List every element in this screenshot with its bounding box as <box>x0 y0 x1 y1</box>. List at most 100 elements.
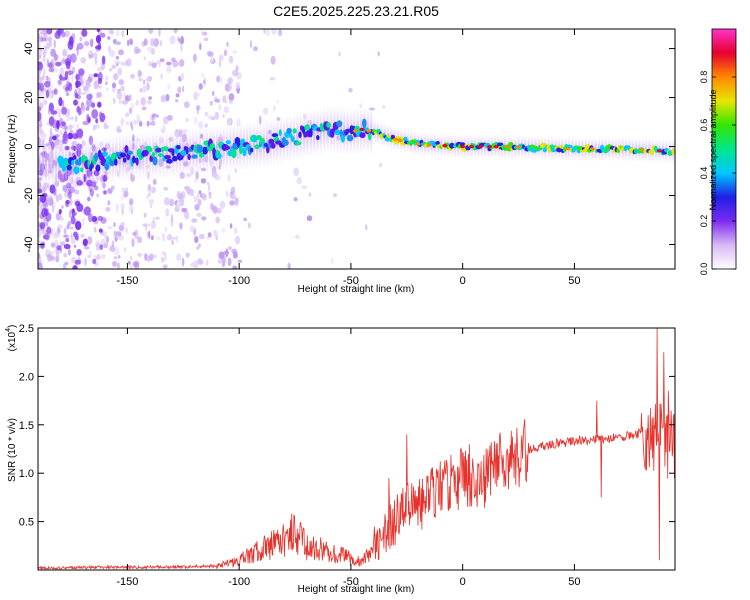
noise-blob <box>64 125 68 131</box>
colorbar-tick-label: 0.2 <box>699 215 709 228</box>
noise-blob <box>214 98 221 103</box>
noise-blob <box>61 106 67 115</box>
noise-blob <box>38 29 42 32</box>
y-tick-label: 0.5 <box>19 517 34 529</box>
noise-blob <box>206 181 210 185</box>
noise-blob <box>143 38 148 46</box>
band-halo-slice <box>98 136 101 186</box>
spectrogram-x-axis-label: Height of straight line (km) <box>298 284 415 295</box>
noise-blob <box>217 259 222 264</box>
noise-blob <box>125 226 128 234</box>
noise-blob <box>74 218 78 222</box>
noise-blob <box>113 222 116 228</box>
noise-blob <box>198 260 204 265</box>
ridge-blob <box>650 150 655 156</box>
noise-blob <box>96 92 100 99</box>
noise-blob <box>55 68 58 73</box>
noise-blob <box>207 115 213 120</box>
spectrogram-noise <box>38 29 385 269</box>
noise-blob <box>222 113 225 119</box>
noise-blob <box>194 178 198 183</box>
noise-blob <box>116 203 119 213</box>
noise-blob <box>201 72 205 78</box>
noise-blob <box>94 57 98 66</box>
noise-blob <box>112 260 117 268</box>
noise-blob <box>185 117 190 123</box>
noise-blob <box>192 53 197 63</box>
noise-blob <box>171 240 174 245</box>
noise-blob <box>83 41 90 46</box>
noise-blob <box>61 205 64 209</box>
noise-blob <box>38 111 42 122</box>
noise-blob <box>263 107 269 115</box>
noise-blob <box>55 255 60 263</box>
noise-blob <box>218 59 222 68</box>
noise-blob <box>76 249 82 256</box>
noise-blob <box>232 265 238 269</box>
noise-blob <box>58 117 64 128</box>
noise-blob <box>94 124 100 129</box>
noise-blob <box>103 190 107 195</box>
ridge-blob <box>334 129 341 136</box>
noise-blob <box>164 226 167 232</box>
noise-blob <box>70 53 77 63</box>
noise-blob <box>38 97 42 105</box>
noise-blob <box>201 216 207 221</box>
snr-y-axis-label: SNR (10 * v/v) <box>7 418 18 482</box>
noise-blob <box>55 212 62 221</box>
noise-blob <box>166 61 172 66</box>
noise-blob <box>148 29 154 34</box>
noise-blob <box>137 252 143 257</box>
noise-blob <box>106 87 109 91</box>
spectrogram-y-axis-label: Frequency (Hz) <box>7 115 18 184</box>
noise-blob <box>139 87 143 93</box>
noise-blob <box>150 220 156 230</box>
noise-blob <box>382 105 385 109</box>
noise-blob <box>41 37 47 42</box>
x-tick-label: 50 <box>568 576 580 588</box>
noise-blob <box>48 62 53 68</box>
noise-blob <box>301 185 308 189</box>
noise-blob <box>153 38 160 47</box>
noise-blob <box>293 197 298 202</box>
noise-blob <box>64 70 68 81</box>
noise-blob <box>147 184 152 192</box>
band-halo-slice <box>41 139 44 189</box>
ridge-blob <box>508 142 514 147</box>
noise-blob <box>190 262 196 267</box>
snr-panel: -150 -100 -50 0 50 0.5 1.0 1.5 2.0 2.5 Height of… <box>5 323 676 595</box>
noise-blob <box>105 124 109 129</box>
noise-blob <box>60 216 64 222</box>
noise-blob <box>117 255 121 259</box>
ridge-blob <box>225 140 231 145</box>
noise-blob <box>74 200 81 207</box>
noise-blob <box>129 198 134 206</box>
ridge-blob <box>73 166 80 175</box>
noise-blob <box>92 52 98 59</box>
band-halo-slice <box>561 136 564 161</box>
noise-blob <box>42 55 46 63</box>
noise-blob <box>70 125 74 129</box>
band-halo-slice <box>266 118 269 168</box>
noise-blob <box>82 238 88 247</box>
ridge-blob <box>180 149 188 156</box>
noise-blob <box>55 248 60 257</box>
noise-blob <box>45 248 51 255</box>
noise-blob <box>179 59 185 67</box>
noise-blob <box>124 247 127 252</box>
ridge-blob <box>255 135 262 141</box>
noise-blob <box>205 259 209 267</box>
noise-blob <box>163 186 169 191</box>
noise-blob <box>162 264 168 269</box>
snr-x-axis-label: Height of straight line (km) <box>298 584 415 595</box>
ridge-blob <box>223 145 231 151</box>
y-tick-label: 2.0 <box>19 371 34 383</box>
ridge-blob <box>231 148 237 159</box>
noise-blob <box>114 236 118 242</box>
noise-blob <box>377 51 380 57</box>
noise-blob <box>101 253 106 260</box>
noise-blob <box>166 65 172 74</box>
noise-blob <box>69 36 74 46</box>
ridge-blob <box>198 152 205 158</box>
noise-blob <box>62 262 67 269</box>
